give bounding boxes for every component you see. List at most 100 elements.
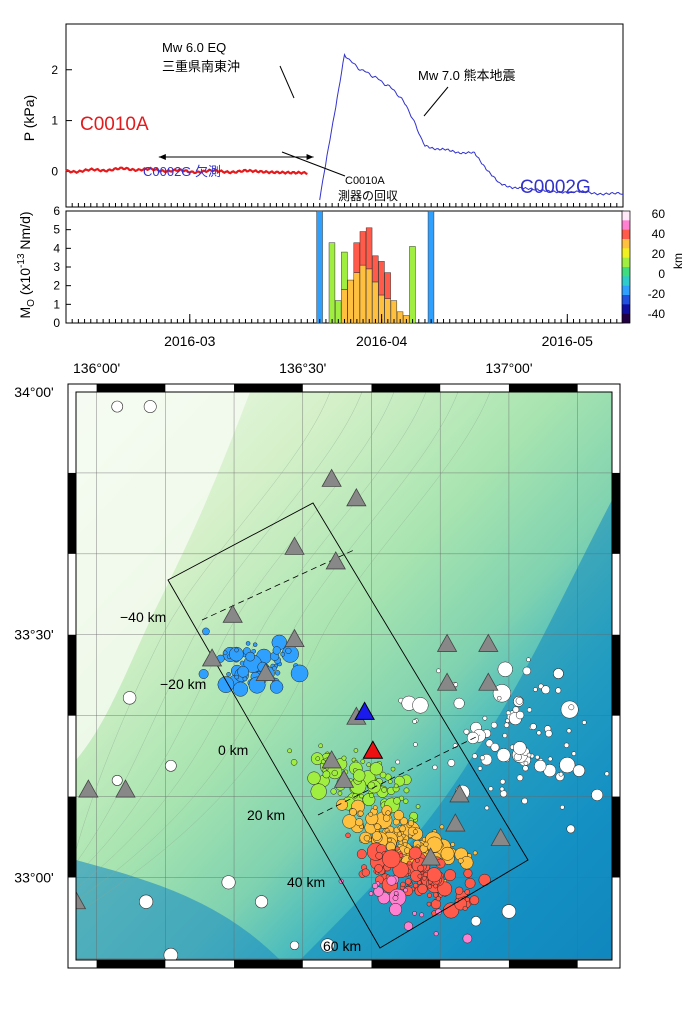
earthquake-marker — [526, 752, 532, 758]
moment-bar — [384, 272, 391, 299]
map-lat-label: 34°00' — [14, 384, 53, 400]
earthquake-marker — [415, 858, 420, 863]
moment-bar — [365, 227, 373, 270]
map-frame-segment — [96, 960, 166, 968]
map-frame-segment — [371, 960, 441, 968]
earthquake-marker — [289, 940, 300, 951]
moment-bar — [328, 242, 336, 324]
earthquake-marker — [427, 884, 432, 889]
earthquake-marker — [406, 860, 412, 866]
map-frame-segment — [371, 384, 441, 392]
pressure-ytick-label: 1 — [51, 114, 58, 128]
colorbar-label: km — [671, 253, 685, 269]
earthquake-marker — [389, 903, 403, 916]
earthquake-marker — [582, 720, 587, 725]
map-lat-label: 33°30' — [14, 627, 53, 643]
annotation-text: C0010A — [345, 175, 385, 187]
earthquake-marker — [413, 742, 418, 747]
moment-bar — [359, 231, 367, 266]
colorbar-swatch — [622, 295, 630, 305]
earthquake-marker — [436, 668, 441, 674]
earthquake-marker — [472, 753, 478, 759]
earthquake-marker — [477, 766, 483, 771]
earthquake-marker — [502, 733, 508, 739]
earthquake-marker — [490, 721, 498, 729]
earthquake-marker — [310, 783, 327, 800]
earthquake-marker — [368, 811, 374, 817]
moment-bar — [359, 264, 367, 324]
moment-ytick-label: 6 — [53, 204, 60, 218]
earthquake-marker — [526, 707, 532, 713]
pressure-series-line-c0002g — [319, 53, 624, 201]
earthquake-marker — [417, 883, 428, 894]
earthquake-marker — [604, 771, 610, 777]
earthquake-marker — [248, 676, 266, 694]
earthquake-marker — [357, 810, 364, 817]
earthquake-marker — [405, 878, 412, 885]
annotation-text: C0002G 欠測 — [143, 164, 221, 179]
annotation-text: Mw 6.0 EQ — [162, 40, 226, 55]
station-marker — [449, 784, 470, 803]
earthquake-marker — [386, 875, 397, 886]
earthquake-marker — [387, 837, 392, 843]
map-profile-dashed — [317, 734, 481, 816]
earthquake-marker — [234, 674, 239, 680]
earthquake-marker — [237, 665, 249, 678]
earthquake-marker — [433, 883, 438, 889]
earthquake-marker — [439, 824, 445, 830]
moment-ytick-label: 4 — [53, 241, 60, 255]
colorbar-tick-label: -20 — [648, 287, 666, 301]
earthquake-marker — [523, 760, 529, 766]
earthquake-marker — [217, 676, 235, 693]
earthquake-marker — [535, 754, 540, 760]
map-depth-band — [76, 392, 250, 760]
colorbar-swatch — [622, 220, 630, 230]
earthquake-marker — [337, 791, 343, 796]
earthquake-marker — [233, 681, 249, 697]
earthquake-marker — [482, 715, 488, 721]
earthquake-marker — [529, 723, 537, 730]
moment-bar — [372, 255, 379, 283]
earthquake-marker — [221, 875, 236, 890]
earthquake-marker — [515, 697, 524, 705]
earthquake-marker — [341, 755, 347, 761]
earthquake-marker — [361, 868, 370, 877]
moment-ytick-label: 2 — [53, 279, 60, 293]
depth-label: −20 km — [160, 676, 206, 692]
earthquake-marker — [369, 762, 383, 776]
earthquake-marker — [412, 911, 417, 916]
earthquake-marker — [463, 868, 473, 878]
earthquake-marker — [272, 646, 281, 655]
annotation-leader — [279, 65, 295, 99]
moment-ytick-label: 3 — [53, 260, 60, 274]
earthquake-marker — [563, 742, 570, 748]
colorbar-tick-label: 60 — [652, 207, 666, 221]
colorbar-swatch — [622, 276, 630, 286]
annotation-leader — [281, 151, 346, 177]
earthquake-marker — [375, 852, 383, 860]
colorbar-tick-label: 20 — [652, 247, 666, 261]
earthquake-marker — [163, 947, 179, 960]
earthquake-marker — [545, 729, 553, 738]
earthquake-marker — [433, 931, 439, 937]
earthquake-marker — [435, 896, 441, 902]
earthquake-marker — [515, 710, 525, 720]
earthquake-marker — [229, 646, 244, 662]
colorbar-swatch — [622, 229, 630, 240]
earthquake-marker — [472, 850, 478, 856]
earthquake-marker — [497, 695, 502, 701]
moment-bar — [378, 261, 385, 296]
earthquake-marker — [412, 719, 417, 724]
earthquake-marker — [462, 905, 468, 911]
earthquake-marker — [307, 771, 321, 785]
annotation-text: Mw 7.0 熊本地震 — [418, 68, 516, 83]
earthquake-marker — [432, 764, 438, 770]
earthquake-marker — [226, 671, 231, 677]
earthquake-marker — [522, 765, 529, 772]
earthquake-marker — [426, 836, 443, 853]
map-trough — [76, 860, 280, 960]
earthquake-marker — [111, 400, 124, 413]
depth-label: 0 km — [218, 742, 248, 758]
earthquake-marker — [463, 728, 470, 735]
